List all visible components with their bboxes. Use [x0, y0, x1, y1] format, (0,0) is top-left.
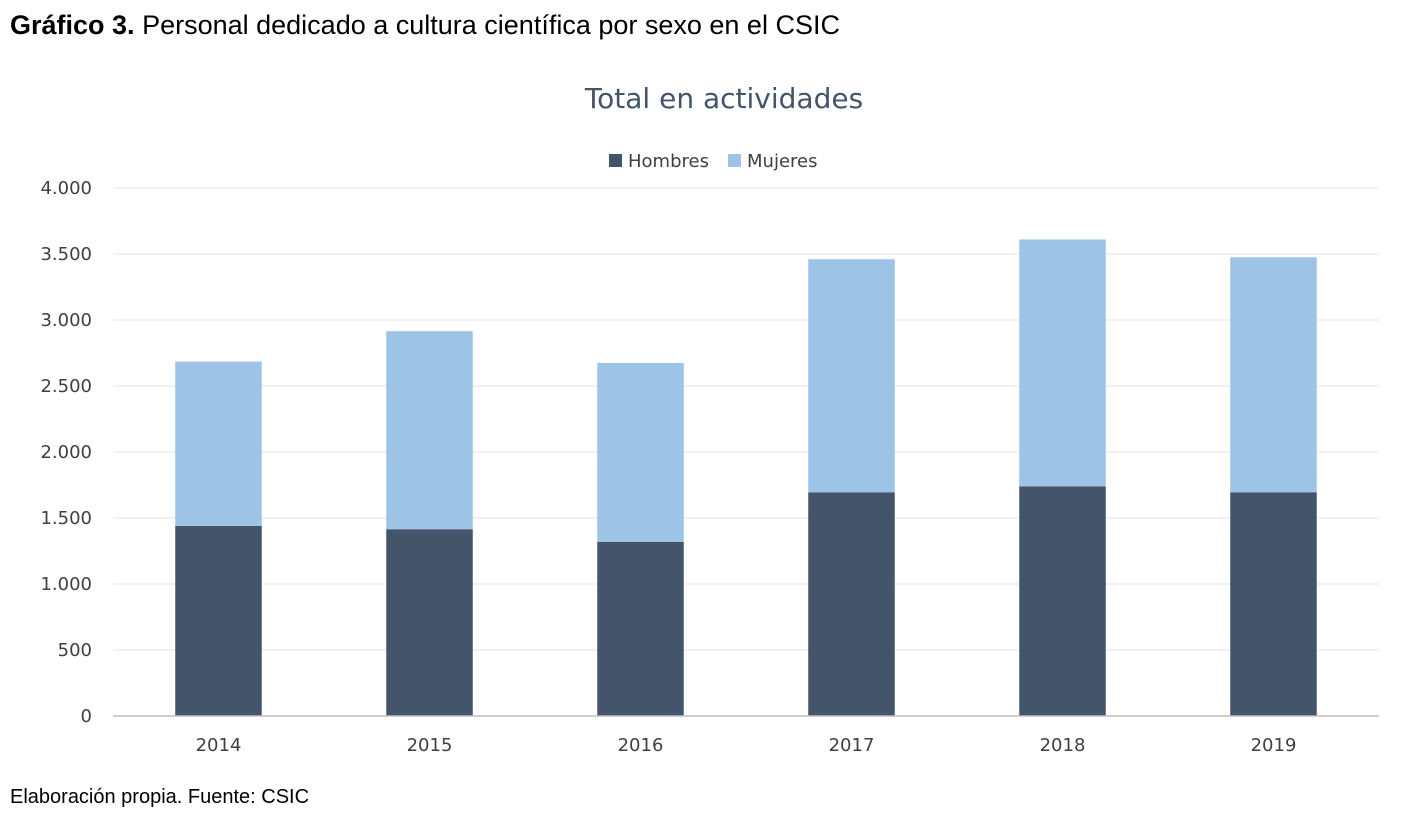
bar-hombres-2018	[1019, 486, 1106, 716]
legend-swatch-mujeres	[728, 154, 741, 167]
y-tick-label: 1.500	[40, 508, 92, 529]
bar-mujeres-2017	[808, 259, 895, 493]
y-tick-label: 3.000	[40, 310, 92, 331]
y-axis-ticks: 0 500 1.000 1.500 2.000 2.500 3.000 3.500 4.000	[40, 178, 92, 727]
y-tick-label: 4.000	[40, 178, 92, 199]
x-tick-label: 2014	[196, 735, 242, 756]
y-tick-label: 1.000	[40, 574, 92, 595]
y-tick-label: 2.000	[40, 442, 92, 463]
bar-hombres-2017	[808, 492, 895, 716]
legend-swatch-hombres	[609, 154, 622, 167]
gridlines	[113, 187, 1379, 651]
stacked-bar-chart: Total en actividades Hombres Mujeres 0 50…	[40, 82, 1379, 756]
bar-hombres-2016	[597, 541, 684, 716]
figure-caption: Gráfico 3. Personal dedicado a cultura c…	[10, 10, 840, 41]
bar-mujeres-2016	[597, 362, 684, 542]
bar-hombres-2014	[175, 525, 262, 716]
y-tick-label: 0	[81, 706, 92, 727]
bar-mujeres-2015	[386, 331, 473, 530]
figure-source: Elaboración propia. Fuente: CSIC	[10, 786, 310, 808]
bar-hombres-2015	[386, 529, 473, 716]
legend-label-hombres: Hombres	[628, 151, 709, 172]
bar-mujeres-2014	[175, 361, 262, 526]
figure-caption-text: Personal dedicado a cultura científica p…	[142, 10, 840, 40]
bar-hombres-2019	[1230, 492, 1317, 716]
chart-title: Total en actividades	[584, 82, 863, 115]
y-tick-label: 3.500	[40, 244, 92, 265]
bar-mujeres-2019	[1230, 257, 1317, 493]
bar-mujeres-2018	[1019, 239, 1106, 487]
chart-legend: Hombres Mujeres	[609, 151, 817, 172]
x-tick-label: 2017	[829, 735, 875, 756]
x-tick-label: 2016	[618, 735, 664, 756]
y-tick-label: 2.500	[40, 376, 92, 397]
bars	[175, 239, 1317, 716]
x-tick-label: 2018	[1040, 735, 1086, 756]
x-tick-label: 2019	[1251, 735, 1297, 756]
y-tick-label: 500	[58, 640, 92, 661]
x-axis-ticks: 2014 2015 2016 2017 2018 2019	[196, 735, 1297, 756]
figure-number: Gráfico 3.	[10, 10, 135, 40]
legend-label-mujeres: Mujeres	[747, 151, 817, 172]
x-tick-label: 2015	[407, 735, 453, 756]
